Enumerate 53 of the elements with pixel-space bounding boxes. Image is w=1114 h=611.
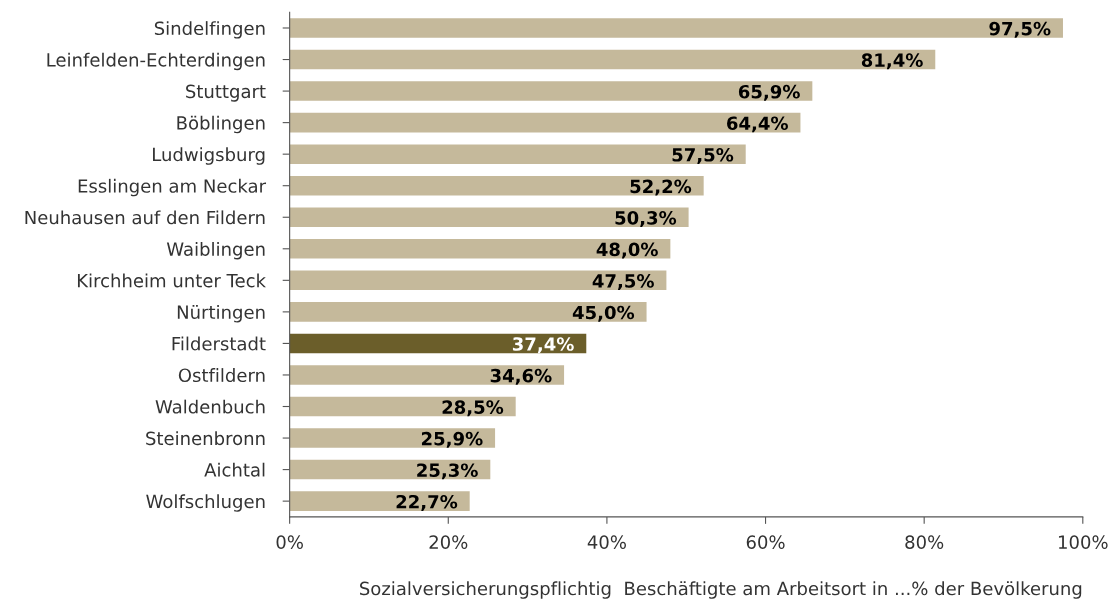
y-tick-label: Kirchheim unter Teck <box>77 273 266 288</box>
data-label: 34,6% <box>490 368 552 385</box>
bar <box>289 81 813 101</box>
bar <box>289 112 801 133</box>
y-tick-label: Böblingen <box>177 115 265 134</box>
y-tick-label: Filderstadt <box>172 336 266 351</box>
data-label: 81,4% <box>861 53 923 70</box>
bar <box>289 365 565 385</box>
bar <box>289 333 587 354</box>
y-tick-label: Stuttgart <box>186 84 266 102</box>
x-tick-label: 80% <box>905 535 944 549</box>
y-tick-label: Aichtal <box>204 462 265 477</box>
bar <box>289 49 936 70</box>
data-label: 28,5% <box>442 400 504 417</box>
x-tick-label: 60% <box>746 535 785 549</box>
x-tick-label: 20% <box>429 535 468 549</box>
y-tick-label: Ludwigsburg <box>153 147 265 165</box>
y-tick-label: Wolfschlugen <box>146 494 265 512</box>
data-label: 47,5% <box>592 274 654 291</box>
data-label: 97,5% <box>989 21 1051 38</box>
data-label: 25,3% <box>417 463 478 480</box>
data-label: 64,4% <box>727 116 788 133</box>
y-tick-label: Ostfildern <box>178 368 265 383</box>
bar <box>289 491 470 511</box>
data-label: 65,9% <box>738 84 800 101</box>
data-label: 52,2% <box>630 179 692 196</box>
x-tick-label: 40% <box>587 535 626 549</box>
data-label: 57,5% <box>672 147 734 164</box>
data-label: 50,3% <box>615 211 677 227</box>
data-label: 37,4% <box>512 337 574 354</box>
y-tick-label: Neuhausen auf den Fildern <box>25 210 265 225</box>
bar <box>289 428 496 448</box>
y-tick-label: Esslingen am Neckar <box>78 178 267 197</box>
bar <box>289 144 746 164</box>
data-label: 45,0% <box>572 305 635 322</box>
x-tick-label: 0% <box>276 535 303 549</box>
bar <box>289 239 671 259</box>
data-label: 25,9% <box>421 431 483 448</box>
y-tick-label: Nürtingen <box>177 305 265 323</box>
y-tick-label: Waiblingen <box>166 241 265 260</box>
bar <box>289 18 1063 38</box>
x-tick-label: 100% <box>1058 535 1108 549</box>
x-axis-title: Sozialversicherungspflichtig Beschäftigte am Arbeitsort in ...% der Bevölkerung <box>360 581 1082 599</box>
bar <box>289 302 647 322</box>
y-tick-label: Waldenbuch <box>155 399 265 414</box>
y-tick-label: Steinenbronn <box>146 431 265 446</box>
bar <box>289 175 704 196</box>
bar <box>289 270 667 291</box>
data-label: 48,0% <box>596 242 658 259</box>
bar <box>289 207 689 228</box>
y-tick-label: Leinfelden-Echterdingen <box>47 52 265 71</box>
data-label: 22,7% <box>396 494 458 511</box>
y-tick-label: Sindelfingen <box>154 21 265 39</box>
